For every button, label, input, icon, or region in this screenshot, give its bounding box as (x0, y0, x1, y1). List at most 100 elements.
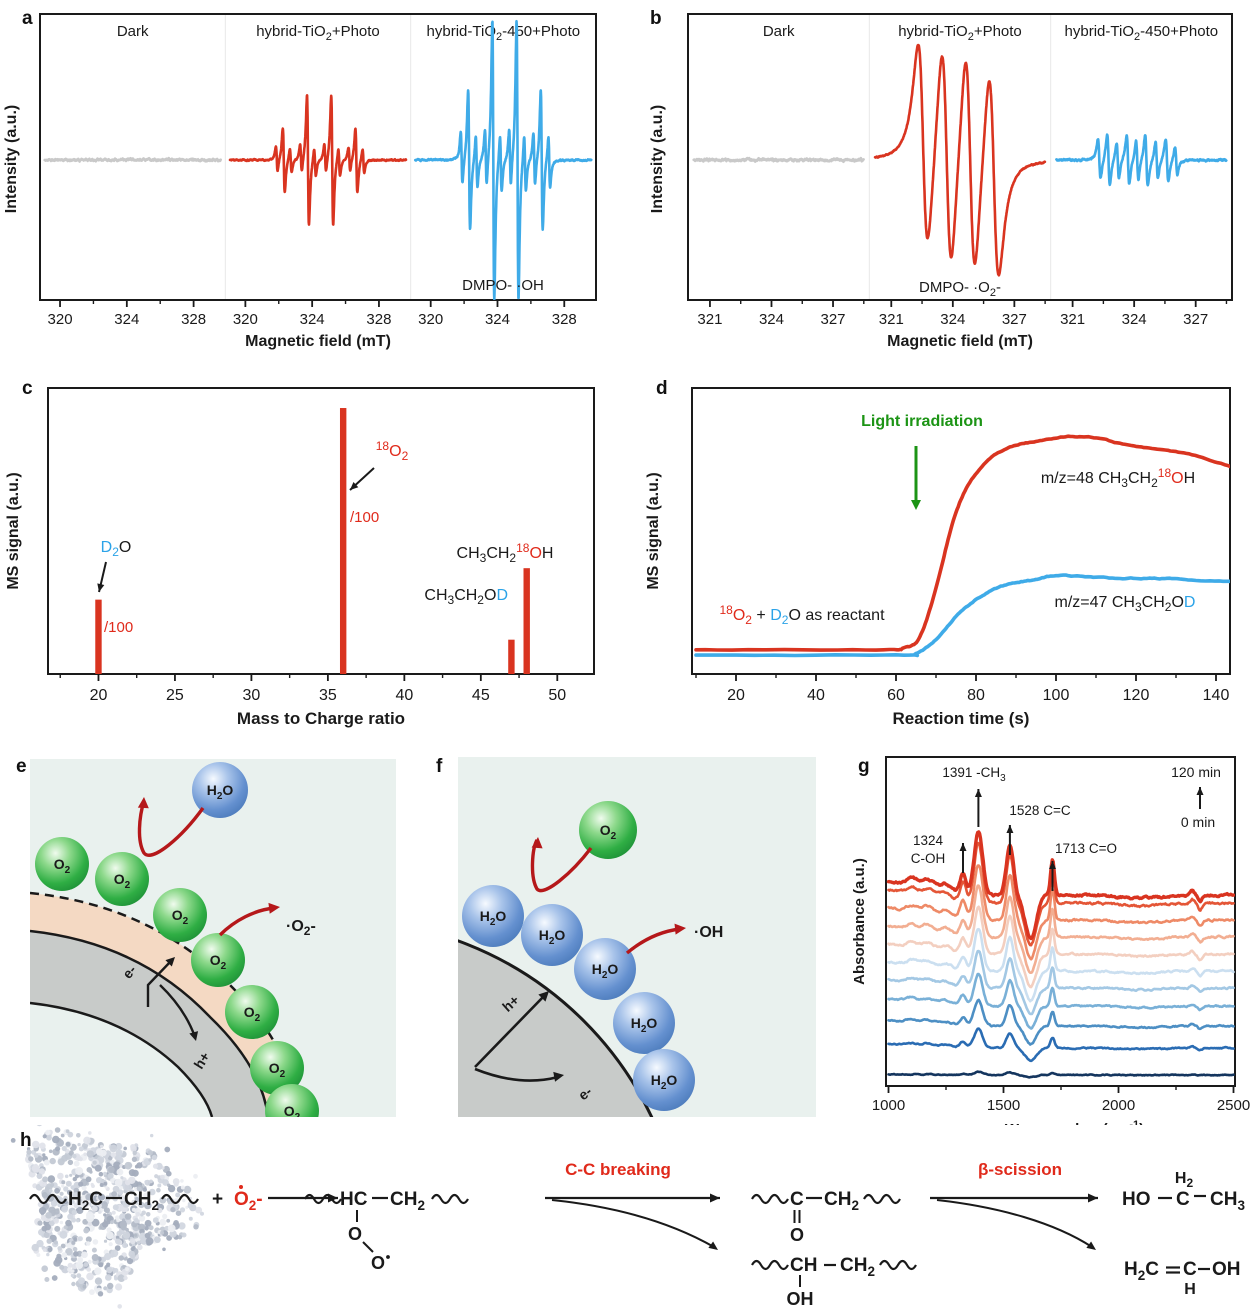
y-axis-label: Intensity (a.u.) (3, 105, 20, 213)
svg-text:OH: OH (1212, 1259, 1241, 1280)
ftir-curve-5 (887, 927, 1235, 1003)
label-ch3ch2od: CH3CH2OD (424, 587, 508, 607)
y-axis-label: Intensity (a.u.) (649, 105, 666, 213)
x-axis-ticks: 20 25 30 35 40 45 50 (59, 674, 566, 704)
o2-sphere-2 (153, 888, 207, 942)
ftir-curve-10 (886, 830, 1235, 941)
tick-label: 328 (366, 311, 391, 328)
svg-text:CH2: CH2 (840, 1255, 875, 1279)
tick-label: 30 (243, 687, 261, 704)
tick-label: 2500 (1217, 1097, 1250, 1114)
adduct-label: DMPO- ·OH (462, 277, 544, 294)
epr-curve-blue (1055, 133, 1228, 187)
tick-label: 40 (807, 687, 825, 704)
label-18o2: 18O2 (376, 439, 409, 463)
tick-label: 20 (90, 687, 108, 704)
ftir-curve-2 (887, 998, 1235, 1046)
y-axis-label: MS signal (a.u.) (5, 472, 22, 589)
label-1713: 1713 C=O (1055, 841, 1117, 856)
h2o-sphere-2 (574, 938, 636, 1000)
tick-label: 324 (940, 311, 965, 328)
polymer-chain-squiggle (751, 1193, 789, 1205)
ftir-curve-9 (887, 841, 1235, 947)
panel-d-ms-time-trace-chart: 20 40 60 80 100 120 140 Reaction time (s) MS sig… (645, 387, 1231, 728)
o2-sphere-4-label: O2 (244, 1004, 261, 1024)
epr-curve-red (228, 94, 408, 226)
tick-label: 324 (300, 311, 325, 328)
h2o-sphere-0 (462, 885, 524, 947)
svg-text:CH2: CH2 (124, 1189, 159, 1213)
label-1324: 1324 (913, 833, 944, 848)
svg-text:CH2: CH2 (824, 1189, 859, 1213)
ethanol-h2: H2 (1175, 1170, 1194, 1190)
x-axis-label: Mass to Charge ratio (237, 709, 405, 728)
epr-curve-blue (414, 19, 593, 300)
panel-b-epr-dmpo-o2-chart: 321 324 327 321 324 327 321 324 327 Magnetic fiel… (649, 13, 1233, 350)
tick-label: 25 (166, 687, 184, 704)
polymer-chain-squiggle (863, 1193, 901, 1205)
tick-label: 321 (697, 311, 722, 328)
svg-text:H2C: H2C (1124, 1259, 1159, 1283)
label-mz47: m/z=47 CH3CH2OD (1055, 594, 1196, 614)
polymer-chain-squiggle (431, 1193, 469, 1205)
label-d2o: D2O (101, 539, 132, 559)
polymer-chain-squiggle (879, 1259, 917, 1271)
ketone-oxygen: O (790, 1225, 804, 1245)
tick-label: 320 (418, 311, 443, 328)
scale-note-18o2: /100 (350, 509, 379, 526)
tick-label: 35 (319, 687, 337, 704)
o2-sphere-3 (191, 933, 245, 987)
core-layer (30, 931, 268, 1117)
trace-red (694, 434, 1230, 652)
tick-label: 80 (967, 687, 985, 704)
peak-annotations: 1391 -CH3 1528 C=C 1324 C-OH 1713 C=O 120 min… (911, 764, 1221, 891)
condition-label: Dark (763, 23, 795, 40)
h2o-sphere-2-label: H2O (592, 961, 619, 981)
o2-sphere-5 (250, 1041, 304, 1095)
polyethylene-powder-image (10, 1125, 204, 1309)
x-axis-label: Magnetic field (mT) (245, 333, 391, 350)
label-mz48: m/z=48 CH3CH218OH (1041, 466, 1195, 490)
adduct-label: DMPO- ·O2- (919, 279, 1001, 299)
polymer-chain-squiggle (304, 1193, 342, 1205)
tick-label: 320 (48, 311, 73, 328)
panel-letter-e: e (16, 756, 27, 777)
label-reactant: 18O2 + D2O as reactant (719, 603, 885, 627)
svg-text:CH2: CH2 (390, 1189, 425, 1213)
panel-letter-a: a (22, 8, 33, 29)
h2o-sphere-4-label: H2O (651, 1072, 678, 1092)
o2-sphere-5-label: O2 (269, 1060, 286, 1080)
x-axis-ticks: 1000 1500 2000 2500 (872, 1086, 1250, 1114)
epr-curve-gray (43, 156, 222, 163)
bar-mz-47 (508, 639, 515, 674)
panel-letter-g: g (858, 756, 870, 777)
superoxide-label: ·O2- (286, 918, 316, 938)
label-1391: 1391 -CH3 (942, 765, 1006, 784)
ftir-curve-1 (887, 1027, 1235, 1063)
h2o-sphere-3 (613, 992, 675, 1054)
condition-label: Dark (117, 23, 149, 40)
o2-sphere-0-label: O2 (54, 856, 71, 876)
o2-sphere-1 (95, 852, 149, 906)
tick-label: 327 (1183, 311, 1208, 328)
label-1528: 1528 C=C (1009, 803, 1070, 818)
o2-sphere-2-label: O2 (172, 907, 189, 927)
ftir-curve-8 (887, 864, 1235, 961)
peroxy-o2: O (371, 1253, 385, 1273)
label-ch3ch2-18oh: CH3CH218OH (457, 541, 554, 565)
epr-curve-gray (692, 156, 865, 164)
o2-sphere-4 (225, 985, 279, 1039)
desorption-arrow (137, 800, 205, 857)
enol-h: H (1184, 1281, 1196, 1298)
panel-g-ftir-spectra-chart: 1000 1500 2000 2500 Wavenumber (cm-1) Absorba… (851, 756, 1250, 1125)
tick-label: 1000 (872, 1097, 905, 1114)
condition-label: hybrid-TiO2+Photo (898, 23, 1022, 43)
panel-a-epr-dmpo-oh-chart: 320 324 328 320 324 328 320 324 328 Magnetic fiel… (3, 13, 597, 350)
step2-label: β-scission (978, 1160, 1062, 1179)
tick-label: 320 (233, 311, 258, 328)
tick-label: 328 (552, 311, 577, 328)
ftir-curve-4 (887, 949, 1235, 1016)
ftir-curve-3 (887, 972, 1235, 1030)
